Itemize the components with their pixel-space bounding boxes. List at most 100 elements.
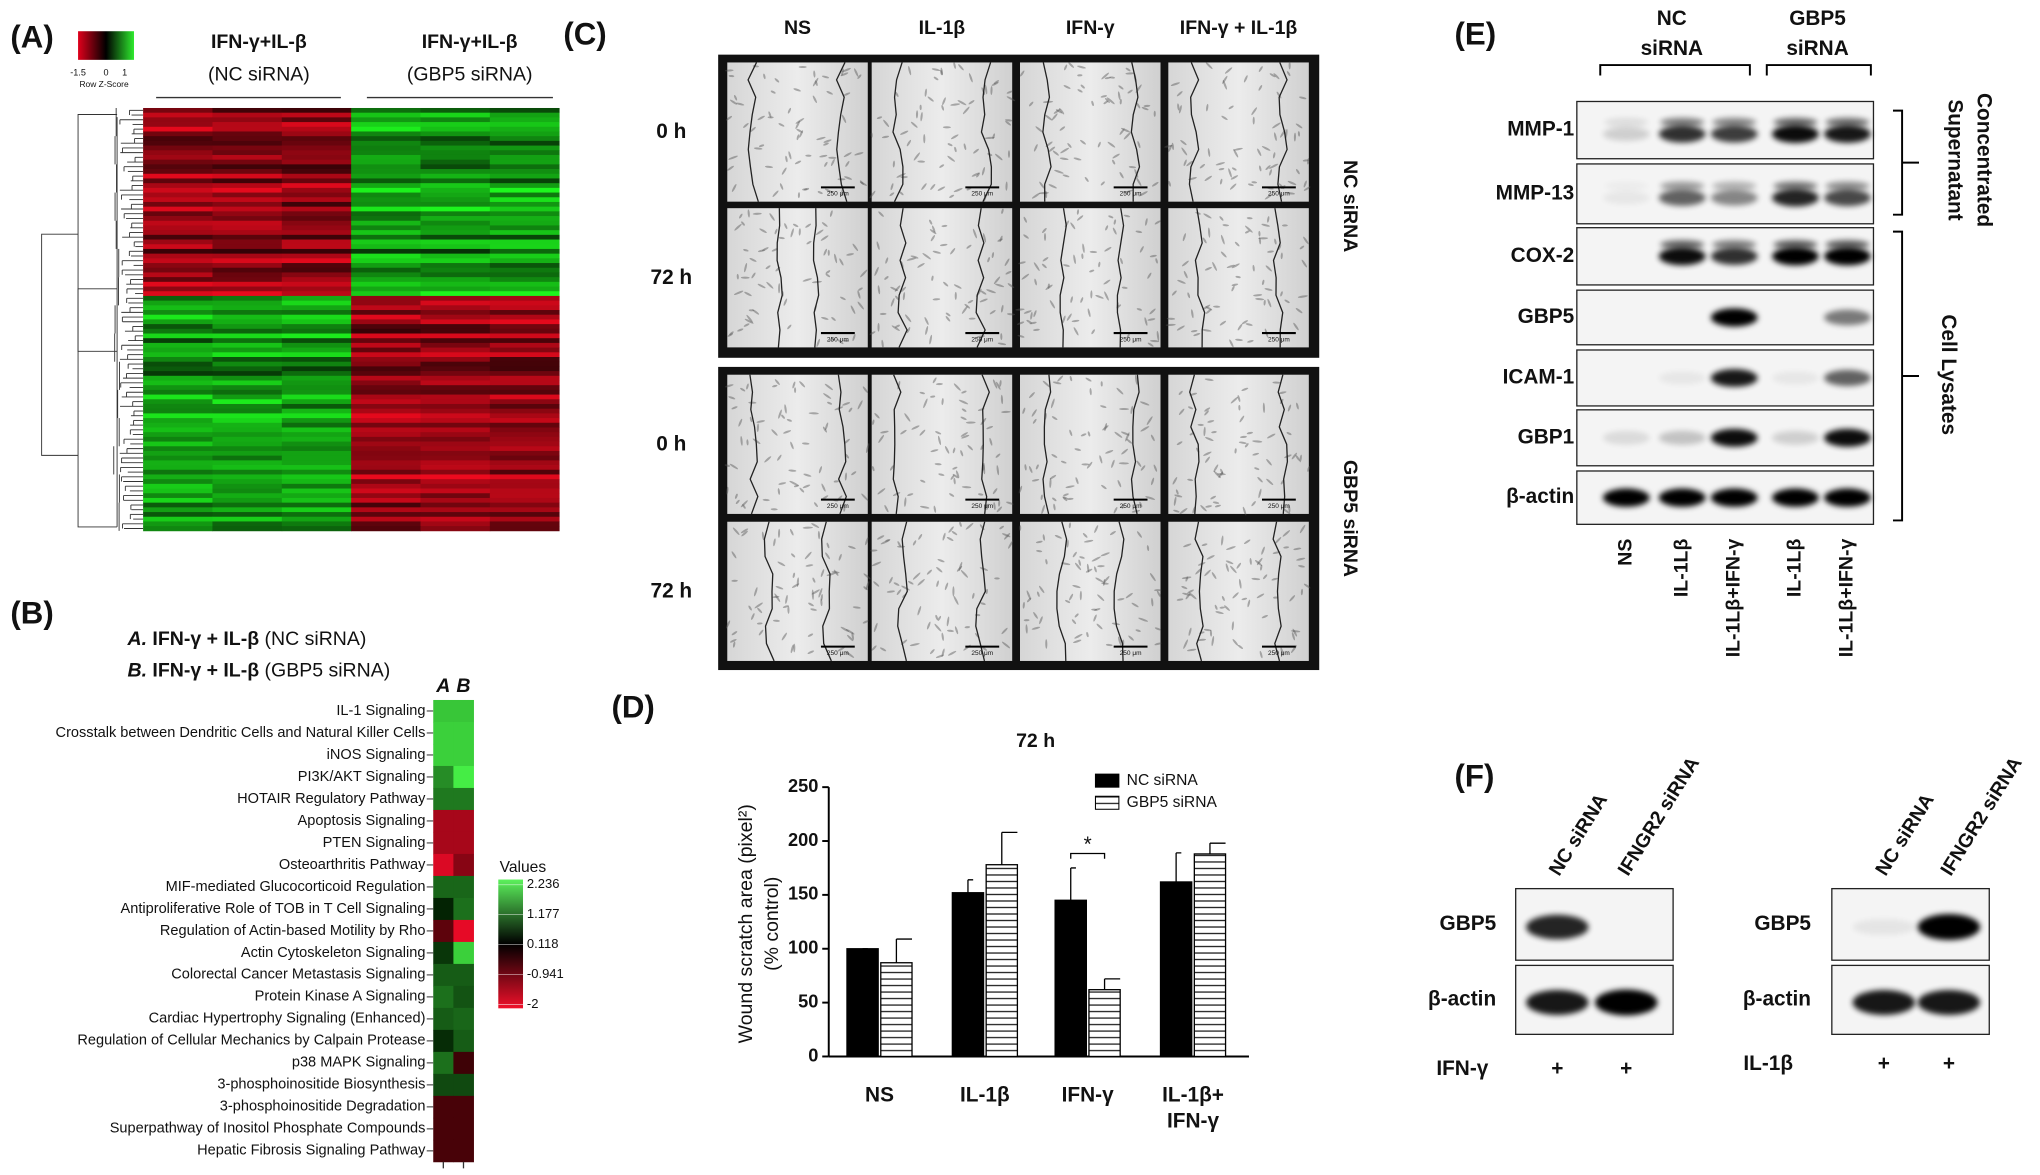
cell-speck — [889, 576, 893, 584]
cell-speck — [1234, 448, 1237, 454]
cell-speck — [1204, 569, 1211, 577]
heatmap-cell — [351, 206, 421, 212]
heatmap-cell — [143, 441, 213, 447]
heatmap-cell — [351, 173, 421, 179]
cell-speck — [912, 540, 917, 546]
heatmap-cell — [420, 403, 491, 410]
cell-speck — [1086, 632, 1089, 638]
cell-speck — [1136, 460, 1142, 467]
cell-speck — [1103, 279, 1111, 285]
wound-edge — [892, 374, 902, 514]
cell-speck — [788, 469, 797, 472]
row-label: GBP5 — [1518, 305, 1575, 328]
wound-edge — [1130, 62, 1141, 202]
cell-speck — [910, 121, 918, 128]
cell-speck — [1076, 209, 1080, 215]
heatmap-cell — [351, 385, 421, 391]
cell-speck — [1185, 576, 1189, 582]
wound-edge — [897, 521, 908, 662]
heatmap-cell — [212, 399, 283, 405]
cell-speck — [725, 620, 731, 629]
cell-speck — [749, 416, 753, 423]
cell-speck — [862, 386, 869, 393]
cell-speck — [1264, 193, 1274, 200]
heatmap-cell — [420, 107, 491, 114]
cell-speck — [752, 309, 760, 315]
cell-speck — [1125, 72, 1135, 75]
bar — [1088, 989, 1121, 1058]
cell-speck — [1297, 131, 1301, 137]
cell-speck — [811, 589, 814, 600]
cell-speck — [1287, 192, 1295, 195]
heatmap-cell — [212, 408, 283, 414]
cell-speck — [1199, 163, 1206, 169]
cell-speck — [1033, 310, 1037, 318]
cell-speck — [871, 561, 882, 567]
cell-speck — [1119, 171, 1124, 179]
heatmap-cell — [489, 526, 560, 532]
cell-speck — [1104, 246, 1112, 252]
heatmap-cell — [212, 112, 283, 118]
heatmap-cell — [351, 441, 421, 447]
cell-speck — [1220, 251, 1227, 258]
row-label: GBP5 — [1440, 912, 1497, 935]
heatmap-cell — [212, 310, 283, 316]
cell-speck — [954, 146, 957, 153]
cell-speck — [952, 447, 956, 454]
cell-speck — [1100, 181, 1105, 186]
heatmap-cell — [212, 178, 283, 184]
wound-edge — [1188, 62, 1200, 202]
key-title: Row Z-Score — [79, 79, 129, 89]
legend-swatch — [1094, 795, 1120, 810]
cell-speck — [1289, 595, 1296, 602]
cell-speck — [1070, 222, 1076, 230]
pathway-label: MIF-mediated Glucocorticoid Regulation — [166, 879, 426, 895]
cell-speck — [1025, 624, 1028, 634]
cell-speck — [1052, 497, 1057, 502]
cell-speck — [1170, 82, 1180, 86]
cell-speck — [1139, 501, 1143, 508]
cell-speck — [795, 120, 800, 129]
heatmap-cell — [351, 389, 421, 395]
heatmap-cell — [420, 187, 491, 193]
image-bg — [871, 521, 1013, 661]
heatmap-cell — [143, 385, 213, 391]
cell-speck — [1205, 437, 1214, 442]
cell-speck — [884, 505, 889, 513]
cell-speck — [846, 253, 855, 256]
cell-speck — [1182, 592, 1192, 596]
heatmap-cell — [351, 314, 421, 320]
time-label: 0 h — [656, 120, 686, 143]
cell-speck — [758, 629, 764, 636]
cell-speck — [1029, 321, 1037, 325]
heatmap-cell — [212, 234, 283, 240]
heatmap-cell — [420, 342, 491, 348]
cell-speck — [1237, 323, 1243, 331]
colorbar-tick-label: -0.941 — [527, 966, 564, 981]
cell-speck — [1075, 477, 1079, 485]
heatmap-cell — [212, 263, 283, 269]
cell-speck — [1001, 410, 1011, 414]
heatmap-cell — [281, 394, 352, 400]
heatmap-cell — [489, 310, 560, 316]
heatmap-cell — [351, 450, 421, 457]
wound-edge — [1130, 374, 1140, 515]
cell-speck — [1080, 433, 1087, 437]
heatmap-cell — [281, 164, 352, 170]
cell-speck — [1041, 504, 1045, 515]
cell-speck — [811, 523, 820, 528]
cell-speck — [1082, 532, 1088, 538]
heatmap-cell — [420, 347, 491, 353]
band — [1710, 308, 1758, 327]
cell-speck — [1272, 152, 1276, 159]
band — [1825, 240, 1870, 250]
heatmap-cell — [351, 338, 421, 344]
heatmap-cell — [281, 441, 352, 447]
cell-speck — [1247, 599, 1251, 608]
cell-speck — [851, 632, 854, 641]
heatmap-cell — [212, 375, 283, 381]
heatmap-cell — [281, 169, 352, 175]
cell-speck — [1069, 429, 1073, 437]
cell-speck — [907, 493, 914, 496]
cell-speck — [729, 331, 734, 336]
